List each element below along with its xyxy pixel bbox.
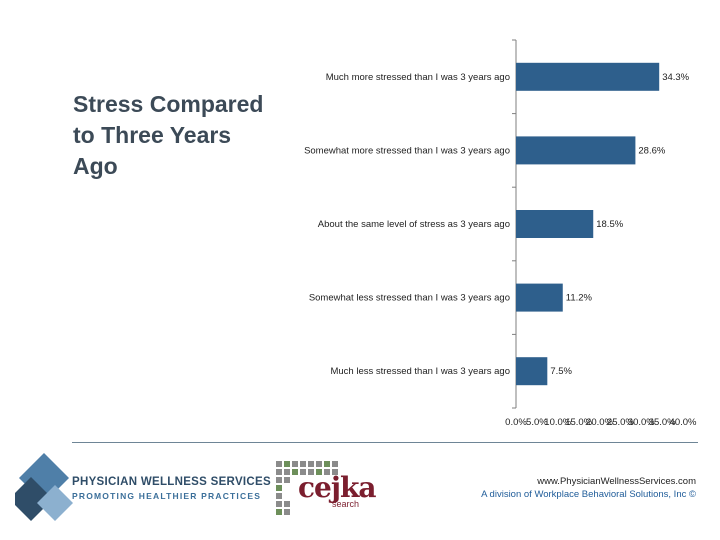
- cejka-logo-icon: [276, 461, 338, 515]
- category-label-5: Much less stressed than I was 3 years ag…: [330, 366, 510, 377]
- pws-logo-name: PHYSICIAN WELLNESS SERVICES: [72, 476, 271, 488]
- x-tick-label-3: 15.0%: [565, 417, 592, 428]
- value-label-5: 7.5%: [550, 366, 572, 377]
- bar-5: [516, 357, 548, 386]
- bar-1: [516, 62, 660, 91]
- footer-url: www.PhysicianWellnessServices.com: [537, 476, 696, 487]
- x-tick-label-2: 10.0%: [544, 417, 571, 428]
- x-tick-label-1: 5.0%: [526, 417, 548, 428]
- category-label-3: About the same level of stress as 3 year…: [318, 219, 510, 230]
- x-tick-label-7: 35.0%: [649, 417, 676, 428]
- footer-division: A division of Workplace Behavioral Solut…: [481, 489, 696, 500]
- slide-title: Stress Compared to Three Years Ago: [73, 91, 264, 179]
- stress-bar-chart: Much more stressed than I was 3 years ag…: [304, 39, 697, 428]
- bar-2: [516, 136, 636, 165]
- x-tick-label-5: 25.0%: [607, 417, 634, 428]
- x-tick-label-6: 30.0%: [628, 417, 655, 428]
- cejka-logo-word: cejka: [298, 471, 377, 504]
- category-label-1: Much more stressed than I was 3 years ag…: [326, 72, 510, 83]
- physician-wellness-logo-icon: [15, 453, 73, 521]
- value-label-3: 18.5%: [596, 219, 623, 230]
- value-label-2: 28.6%: [638, 145, 665, 156]
- category-label-2: Somewhat more stressed than I was 3 year…: [304, 145, 510, 156]
- value-label-4: 11.2%: [566, 293, 593, 304]
- x-tick-label-0: 0.0%: [505, 417, 527, 428]
- pws-logo-tagline: PROMOTING HEALTHIER PRACTICES: [72, 491, 262, 501]
- bar-4: [516, 283, 563, 312]
- bar-3: [516, 210, 594, 238]
- category-label-4: Somewhat less stressed than I was 3 year…: [309, 293, 510, 304]
- footer-divider: [72, 442, 698, 443]
- value-label-1: 34.3%: [662, 72, 689, 83]
- x-tick-label-4: 20.0%: [586, 417, 613, 428]
- cejka-logo-sub: search: [332, 499, 360, 509]
- x-tick-label-8: 40.0%: [670, 417, 697, 428]
